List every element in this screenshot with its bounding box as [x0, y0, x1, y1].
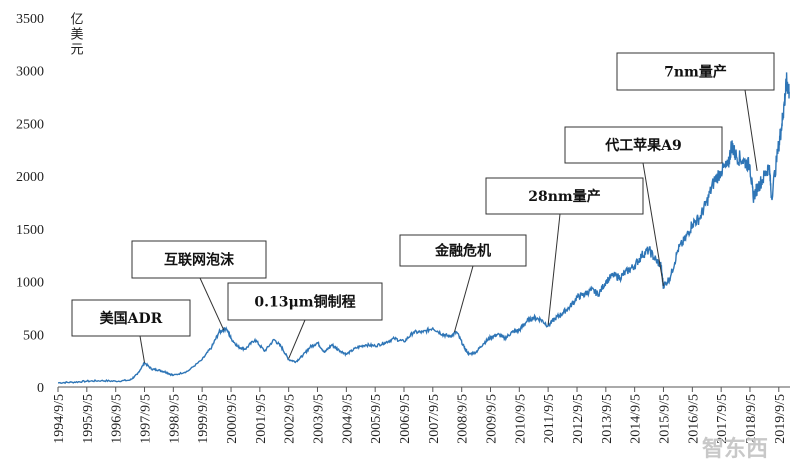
annotation-leader: [744, 89, 758, 171]
watermark: 智东西: [702, 436, 768, 462]
annotation-leader: [642, 162, 664, 286]
x-tick-label: 1999/9/5: [196, 394, 211, 444]
annotation-label: 0.13μm铜制程: [254, 294, 355, 311]
x-tick-label: 2014/9/5: [629, 394, 644, 444]
annotation-box: [564, 126, 723, 164]
x-tick-label: 2009/9/5: [485, 394, 500, 444]
x-tick-label: 2002/9/5: [283, 394, 298, 444]
x-tick-label: 2006/9/5: [398, 394, 413, 444]
x-tick-label: 2004/9/5: [340, 394, 355, 444]
y-tick-label: 3000: [16, 65, 44, 80]
x-tick-label: 2015/9/5: [657, 394, 672, 444]
annotation-box: [485, 177, 644, 215]
annotation-label: 28nm量产: [528, 188, 600, 205]
x-tick-label: 1994/9/5: [52, 394, 67, 444]
y-tick-label: 2000: [16, 170, 44, 185]
x-tick-label: 2019/9/5: [773, 394, 788, 444]
annotation-leader: [139, 335, 146, 363]
y-tick-label: 500: [23, 328, 44, 343]
x-tick-label: 1998/9/5: [167, 394, 182, 444]
annotation-box: [616, 52, 775, 91]
annotation-box: [71, 299, 191, 337]
annotation-leader: [453, 265, 474, 333]
annotation-label: 代工苹果A9: [604, 137, 682, 154]
annotation-box: [227, 282, 383, 321]
y-tick-label: 1500: [16, 223, 44, 238]
x-tick-label: 1995/9/5: [81, 394, 96, 444]
y-tick-label: 2500: [16, 117, 44, 132]
x-tick-label: 1996/9/5: [110, 394, 125, 444]
x-tick-label: 2017/9/5: [715, 394, 730, 444]
x-tick-label: 2013/9/5: [600, 394, 615, 444]
annotation-box: [131, 240, 267, 279]
x-tick-label: 2018/9/5: [744, 394, 759, 444]
y-tick-label: 3500: [16, 12, 44, 27]
series-line: [58, 72, 790, 385]
x-tick-label: 2001/9/5: [254, 394, 269, 444]
annotation-leader: [288, 319, 306, 359]
annotation-box: [399, 234, 527, 267]
y-tick-label: 1000: [16, 276, 44, 291]
x-tick-label: 1997/9/5: [139, 394, 154, 444]
annotation-label: 互联网泡沫: [164, 252, 235, 269]
annotation-label: 7nm量产: [664, 64, 727, 81]
y-unit-label: 亿美元: [68, 12, 84, 57]
x-tick-label: 2010/9/5: [513, 394, 528, 444]
annotation-label: 美国ADR: [100, 310, 163, 327]
x-tick-label: 2003/9/5: [311, 394, 326, 444]
x-tick-label: 2000/9/5: [225, 394, 240, 444]
x-tick-label: 2016/9/5: [686, 394, 701, 444]
y-tick-label: 0: [37, 381, 44, 396]
annotation-leader: [547, 213, 561, 325]
x-tick-label: 2007/9/5: [427, 394, 442, 444]
x-tick-label: 2005/9/5: [369, 394, 384, 444]
x-tick-label: 2008/9/5: [456, 394, 471, 444]
annotation-leader: [199, 277, 225, 331]
x-tick-label: 2011/9/5: [542, 394, 557, 443]
annotation-label: 金融危机: [434, 243, 491, 260]
x-tick-label: 2012/9/5: [571, 394, 586, 444]
